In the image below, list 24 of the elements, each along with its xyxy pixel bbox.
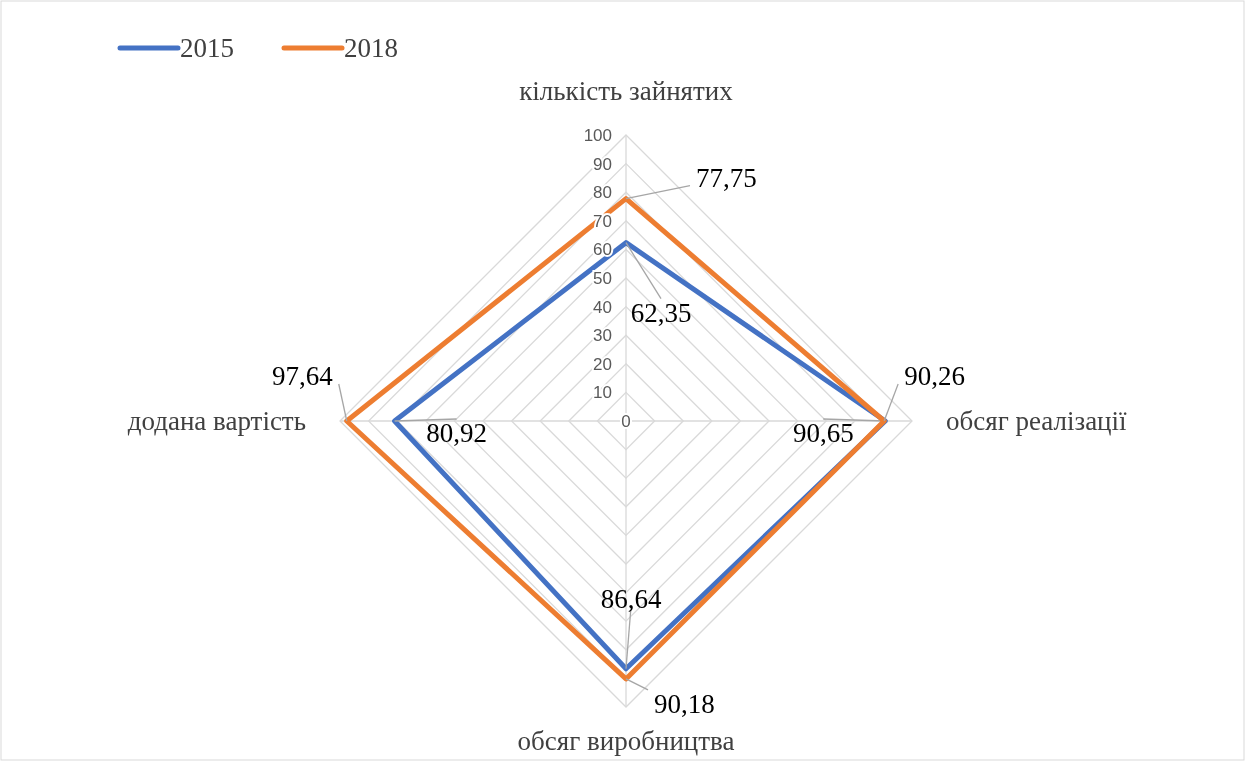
y-tick-label: 40 (593, 297, 612, 317)
y-tick-label: 30 (593, 326, 612, 346)
data-label: 77,75 (696, 163, 757, 194)
data-label: 97,64 (272, 361, 334, 392)
y-tick-label: 20 (593, 354, 612, 374)
legend-label: 2015 (180, 33, 234, 64)
legend-label: 2018 (344, 33, 398, 64)
spoke-label: додана вартість (127, 406, 306, 437)
data-label: 90,18 (654, 689, 715, 720)
y-tick-label: 90 (593, 154, 612, 174)
data-label: 86,64 (600, 584, 662, 615)
data-label: 90,65 (792, 418, 854, 449)
y-tick-label: 80 (593, 183, 612, 203)
spoke-label: обсяг виробництва (517, 726, 735, 757)
y-tick-label: 0 (621, 411, 631, 431)
y-tick-label: 60 (593, 240, 612, 260)
spoke-label: кількість зайнятих (519, 76, 734, 107)
y-tick-label: 100 (583, 125, 612, 145)
data-label: 62,35 (630, 298, 692, 329)
data-label: 90,26 (904, 361, 965, 392)
spoke-label: обсяг реалізації (946, 406, 1128, 437)
y-tick-label: 50 (593, 268, 612, 288)
data-label: 80,92 (426, 418, 487, 449)
y-tick-label: 10 (593, 383, 612, 403)
